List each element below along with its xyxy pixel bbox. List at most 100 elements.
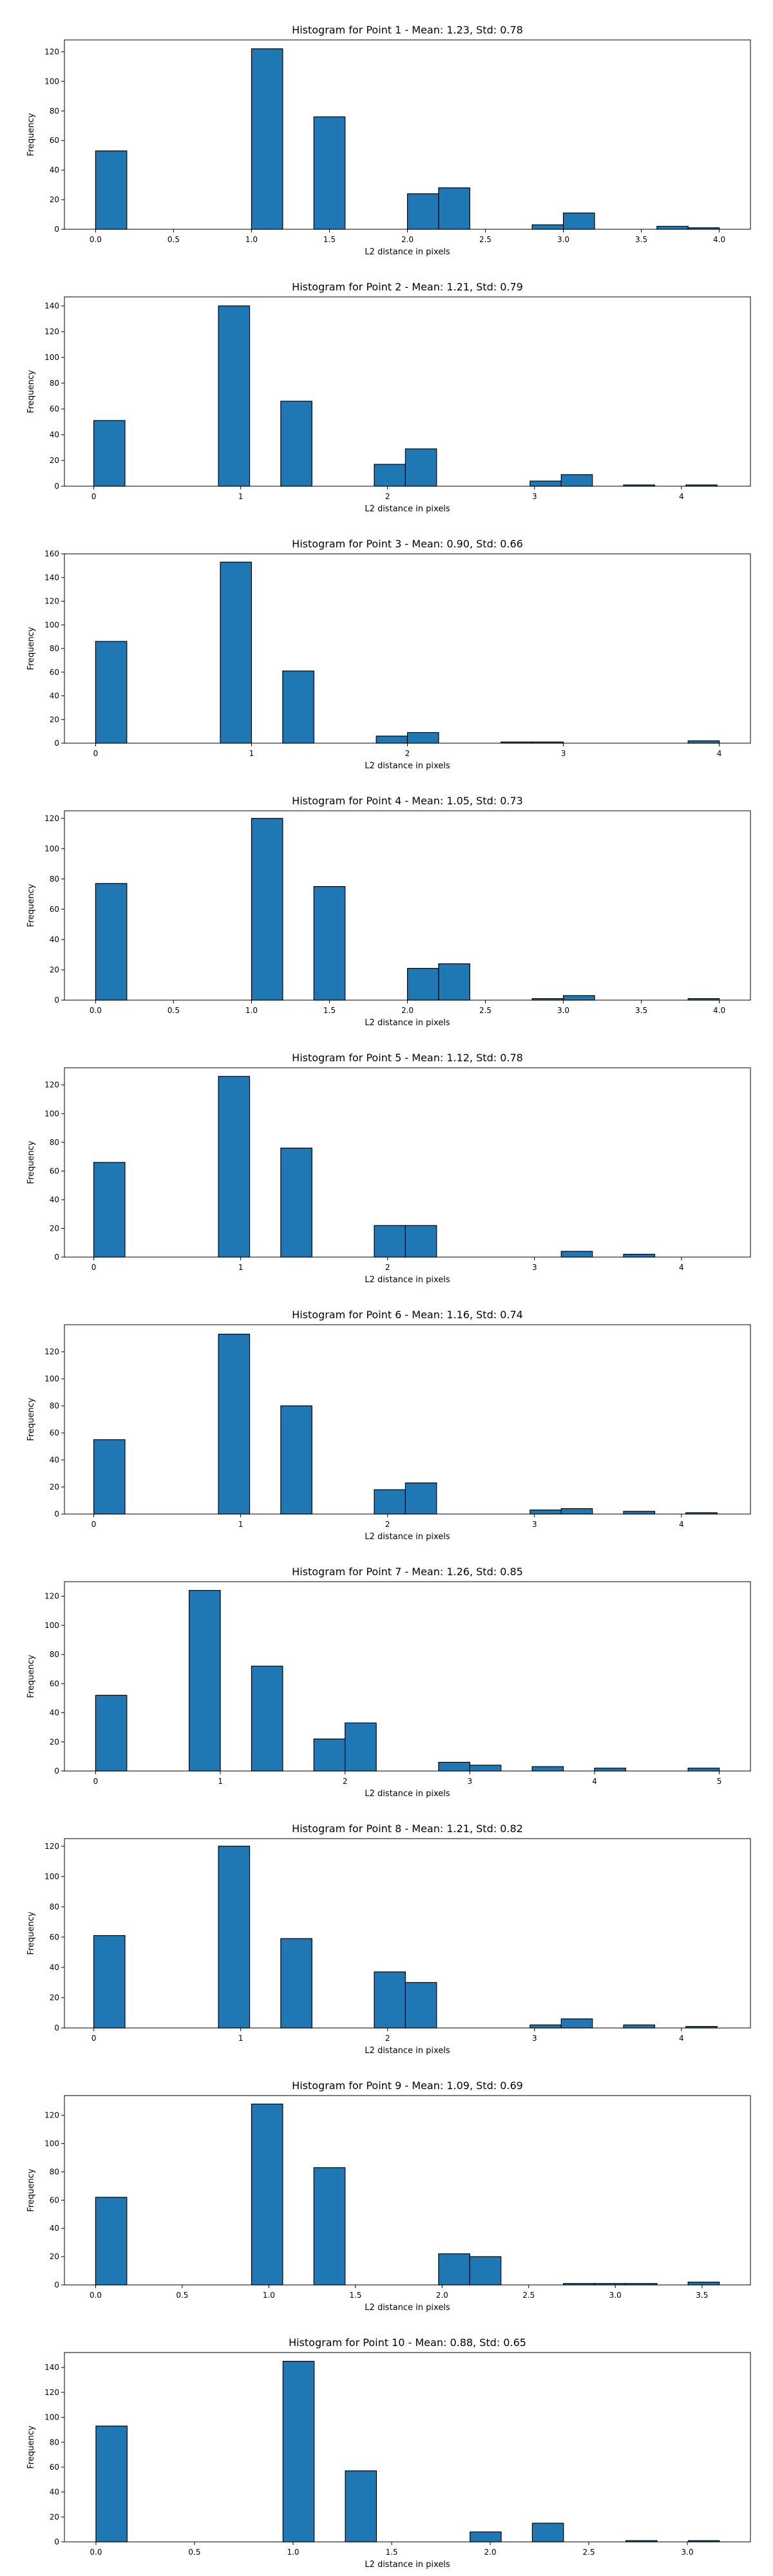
x-tick-label: 4 (679, 2034, 684, 2043)
x-tick-label: 0 (93, 749, 99, 758)
histogram-bar (95, 883, 128, 1001)
y-tick-label: 40 (50, 1195, 59, 1204)
y-tick-label: 100 (44, 844, 59, 853)
y-tick-label: 120 (44, 597, 59, 606)
y-tick-label: 120 (44, 2388, 59, 2397)
x-tick-label: 0.5 (167, 1006, 180, 1015)
y-tick-label: 80 (50, 2438, 59, 2447)
x-axis-ticks: 0.0 0.5 1.0 1.5 2.0 2.5 3.0 3.5 (90, 2285, 708, 2300)
y-tick-label: 100 (44, 77, 59, 86)
histogram-bar (560, 474, 593, 487)
histogram-bar (282, 2360, 315, 2543)
y-tick-label: 120 (44, 814, 59, 823)
y-tick-label: 140 (44, 2363, 59, 2372)
y-axis-ticks: 0 20 40 60 80 100 120 (44, 1347, 64, 1519)
x-tick-label: 4.0 (713, 235, 725, 244)
histogram-panel-4: Histogram for Point 4 - Mean: 1.05, Std:… (26, 795, 751, 1028)
y-axis-ticks: 0 20 40 60 80 100 120 (44, 814, 64, 1005)
histogram-bar (251, 48, 283, 230)
histogram-bar (530, 1510, 562, 1515)
x-axis-ticks: 0 1 2 3 4 (91, 1514, 684, 1529)
x-tick-label: 1 (238, 2034, 243, 2043)
y-tick-label: 0 (54, 996, 59, 1005)
histogram-bar (218, 1334, 251, 1515)
histogram-bar (470, 2531, 502, 2543)
x-tick-label: 0 (91, 492, 97, 501)
histogram-bar (438, 963, 470, 1001)
y-tick-label: 20 (50, 1224, 59, 1233)
histogram-bar (530, 2024, 562, 2029)
bars (95, 2103, 720, 2286)
histogram-panel-9: Histogram for Point 9 - Mean: 1.09, Std:… (26, 2079, 751, 2313)
y-tick-label: 60 (50, 1166, 59, 1175)
y-axis-label: Frequency (26, 884, 36, 927)
x-tick-label: 3 (532, 1263, 537, 1272)
plot-area-frame (64, 2352, 751, 2543)
y-tick-label: 160 (44, 549, 59, 558)
histogram-bar (280, 1405, 312, 1515)
y-tick-label: 100 (44, 2139, 59, 2148)
histogram-bar (95, 2425, 128, 2543)
y-tick-label: 80 (50, 644, 59, 653)
x-tick-label: 1 (238, 1263, 243, 1272)
y-axis-label: Frequency (26, 113, 36, 156)
y-tick-label: 40 (50, 692, 59, 701)
histogram-bar (405, 1982, 437, 2029)
y-tick-label: 100 (44, 1621, 59, 1630)
histogram-bar (280, 1938, 312, 2029)
y-tick-label: 80 (50, 1650, 59, 1659)
x-tick-label: 2 (385, 492, 390, 501)
histogram-bar (560, 1508, 593, 1515)
y-tick-label: 60 (50, 668, 59, 677)
chart-title: Histogram for Point 3 - Mean: 0.90, Std:… (292, 538, 523, 550)
chart-title: Histogram for Point 7 - Mean: 1.26, Std:… (292, 1566, 523, 1578)
histogram-bar (469, 2256, 502, 2286)
chart-title: Histogram for Point 4 - Mean: 1.05, Std:… (292, 795, 523, 807)
histogram-bar (218, 305, 251, 487)
x-tick-label: 0 (91, 1263, 97, 1272)
bars (95, 48, 720, 230)
x-tick-label: 2.0 (484, 2548, 496, 2557)
x-axis-label: L2 distance in pixels (365, 2560, 450, 2570)
x-tick-label: 3.0 (609, 2291, 622, 2300)
plot-area-frame (64, 1838, 751, 2029)
bars (93, 305, 718, 487)
y-tick-label: 60 (50, 1428, 59, 1437)
x-tick-label: 1 (238, 492, 243, 501)
histogram-bar (251, 818, 283, 1001)
bars (93, 1846, 718, 2029)
x-tick-label: 2.0 (401, 235, 414, 244)
y-tick-label: 20 (50, 456, 59, 465)
x-tick-label: 3.5 (635, 235, 647, 244)
x-tick-label: 1.5 (385, 2548, 397, 2557)
histogram-bar (406, 732, 439, 744)
x-tick-label: 2.5 (522, 2291, 535, 2300)
y-tick-label: 100 (44, 1872, 59, 1881)
histogram-bar (313, 1738, 346, 1772)
y-tick-label: 0 (54, 482, 59, 491)
histogram-bar (374, 1489, 406, 1515)
y-tick-label: 20 (50, 2512, 59, 2521)
y-axis-label: Frequency (26, 1141, 36, 1184)
x-tick-label: 3 (532, 492, 537, 501)
y-tick-label: 120 (44, 47, 59, 56)
x-axis-label: L2 distance in pixels (365, 1018, 450, 1028)
x-tick-label: 2 (385, 2034, 390, 2043)
x-tick-label: 0.5 (167, 235, 180, 244)
y-tick-label: 20 (50, 1738, 59, 1747)
x-axis-ticks: 0 1 2 3 4 (93, 743, 721, 758)
y-tick-label: 0 (54, 1253, 59, 1262)
x-tick-label: 0 (91, 1520, 97, 1529)
x-tick-label: 0 (93, 1777, 99, 1786)
histogram-bar (93, 1935, 126, 2029)
histogram-bar (469, 1765, 502, 1772)
histogram-bar (560, 2018, 593, 2029)
y-tick-label: 60 (50, 2195, 59, 2204)
histogram-bar (345, 2470, 377, 2543)
histogram-bar (687, 2282, 720, 2286)
x-tick-label: 3 (532, 2034, 537, 2043)
histogram-bar (280, 1148, 312, 1258)
x-tick-label: 1 (249, 749, 254, 758)
histogram-bar (438, 187, 470, 230)
y-axis-label: Frequency (26, 627, 36, 670)
